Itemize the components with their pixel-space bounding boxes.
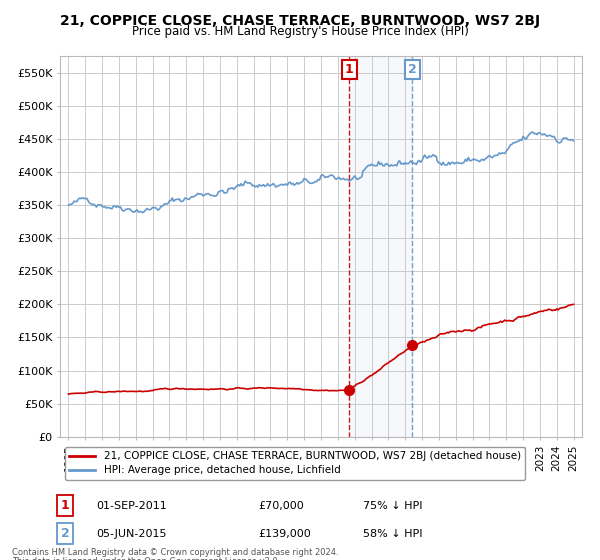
Text: This data is licensed under the Open Government Licence v3.0.: This data is licensed under the Open Gov… bbox=[12, 557, 280, 560]
Text: £70,000: £70,000 bbox=[259, 501, 304, 511]
Text: 2: 2 bbox=[408, 63, 416, 76]
Text: Contains HM Land Registry data © Crown copyright and database right 2024.: Contains HM Land Registry data © Crown c… bbox=[12, 548, 338, 557]
Text: 21, COPPICE CLOSE, CHASE TERRACE, BURNTWOOD, WS7 2BJ: 21, COPPICE CLOSE, CHASE TERRACE, BURNTW… bbox=[60, 14, 540, 28]
Bar bbox=[349, 56, 412, 437]
Legend: 21, COPPICE CLOSE, CHASE TERRACE, BURNTWOOD, WS7 2BJ (detached house), HPI: Aver: 21, COPPICE CLOSE, CHASE TERRACE, BURNTW… bbox=[65, 447, 525, 480]
Text: 75% ↓ HPI: 75% ↓ HPI bbox=[363, 501, 422, 511]
Text: 01-SEP-2011: 01-SEP-2011 bbox=[97, 501, 167, 511]
Text: Price paid vs. HM Land Registry's House Price Index (HPI): Price paid vs. HM Land Registry's House … bbox=[131, 25, 469, 38]
Text: 1: 1 bbox=[61, 499, 70, 512]
Text: 58% ↓ HPI: 58% ↓ HPI bbox=[363, 529, 422, 539]
Text: £139,000: £139,000 bbox=[259, 529, 311, 539]
Text: 1: 1 bbox=[345, 63, 353, 76]
Text: 05-JUN-2015: 05-JUN-2015 bbox=[97, 529, 167, 539]
Text: 2: 2 bbox=[61, 527, 70, 540]
